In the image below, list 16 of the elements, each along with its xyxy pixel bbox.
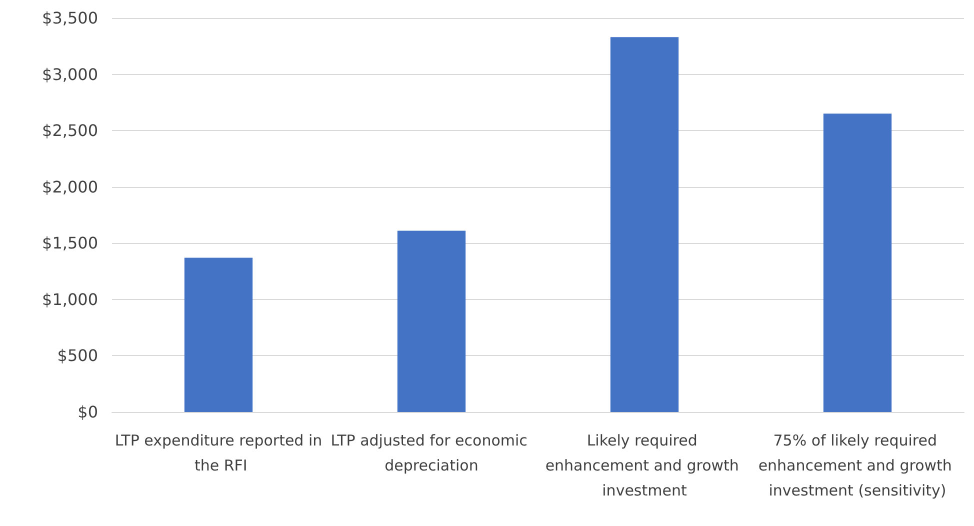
bar: [823, 114, 892, 412]
y-tick-label: $3,000: [42, 64, 98, 84]
x-tick-label: Likely required enhancement and growth investment: [545, 432, 744, 500]
y-tick-label: $1,500: [42, 234, 98, 253]
bar: [184, 258, 253, 412]
y-tick-label: $0: [78, 402, 98, 422]
x-tick-label: LTP adjusted for economic depreciation: [330, 432, 532, 474]
y-tick-label: $2,500: [42, 121, 98, 140]
y-tick-label: $2,000: [42, 177, 98, 196]
x-tick-label: LTP expenditure reported in the RFI: [114, 432, 322, 474]
y-tick-label: $1,000: [42, 290, 98, 309]
y-tick-label: $500: [57, 346, 98, 366]
y-tick-label: $3,500: [42, 8, 98, 28]
bar: [610, 37, 679, 412]
bar: [397, 230, 466, 412]
x-tick-label: 75% of likely required enhancement and growth investment (sensitivity): [758, 432, 957, 500]
